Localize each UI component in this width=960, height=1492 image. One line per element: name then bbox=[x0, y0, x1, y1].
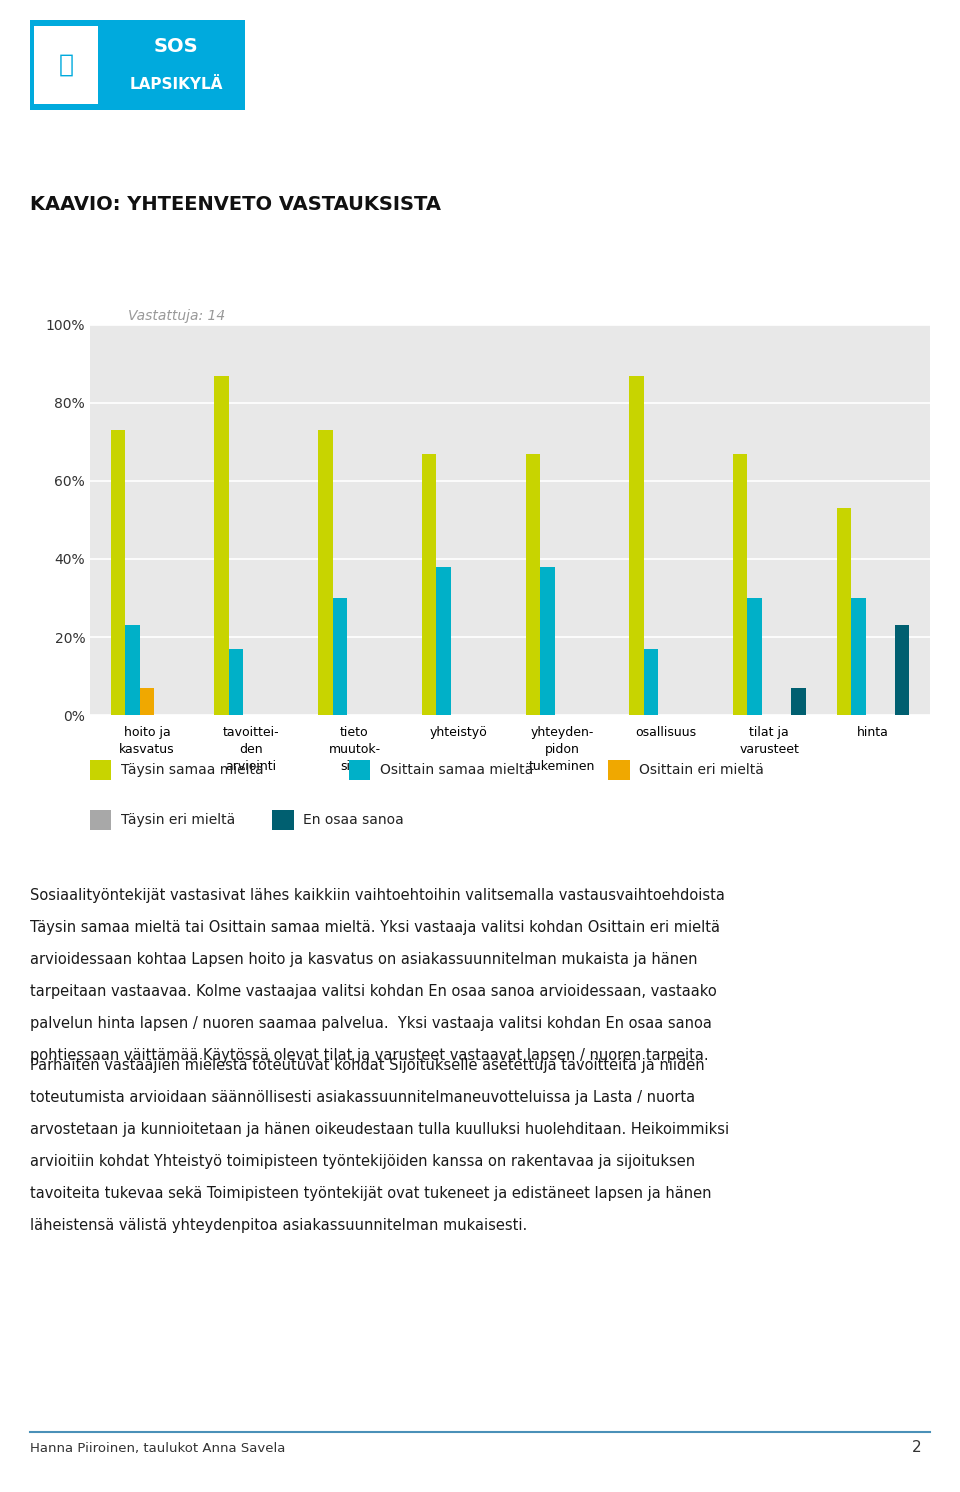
Text: toteutumista arvioidaan säännöllisesti asiakassuunnitelmaneuvotteluissa ja Lasta: toteutumista arvioidaan säännöllisesti a… bbox=[30, 1091, 695, 1106]
Text: pohtiessaan väittämää Käytössä olevat tilat ja varusteet vastaavat lapsen / nuor: pohtiessaan väittämää Käytössä olevat ti… bbox=[30, 1049, 708, 1064]
Text: arvostetaan ja kunnioitetaan ja hänen oikeudestaan tulla kuulluksi huolehditaan.: arvostetaan ja kunnioitetaan ja hänen oi… bbox=[30, 1122, 730, 1137]
Bar bbox=[333, 598, 348, 715]
Text: Osittain eri mieltä: Osittain eri mieltä bbox=[639, 762, 764, 777]
Bar bbox=[733, 454, 748, 715]
Bar bbox=[644, 649, 659, 715]
Bar bbox=[318, 430, 333, 715]
Text: LAPSIKYLÄ: LAPSIKYLÄ bbox=[130, 78, 223, 93]
Text: Osittain samaa mieltä: Osittain samaa mieltä bbox=[380, 762, 533, 777]
Bar bbox=[214, 376, 229, 715]
Bar bbox=[229, 649, 244, 715]
Bar bbox=[110, 430, 125, 715]
Text: KAAVIO: YHTEENVETO VASTAUKSISTA: KAAVIO: YHTEENVETO VASTAUKSISTA bbox=[30, 195, 441, 213]
Text: Täysin samaa mieltä: Täysin samaa mieltä bbox=[121, 762, 263, 777]
Text: tavoiteita tukevaa sekä Toimipisteen työntekijät ovat tukeneet ja edistäneet lap: tavoiteita tukevaa sekä Toimipisteen työ… bbox=[30, 1186, 711, 1201]
Text: SOS: SOS bbox=[154, 37, 199, 57]
Text: Hanna Piiroinen, taulukot Anna Savela: Hanna Piiroinen, taulukot Anna Savela bbox=[30, 1441, 285, 1455]
Text: arvioidessaan kohtaa Lapsen hoito ja kasvatus on asiakassuunnitelman mukaista ja: arvioidessaan kohtaa Lapsen hoito ja kas… bbox=[30, 952, 698, 967]
Bar bbox=[140, 688, 155, 715]
Bar bbox=[837, 509, 852, 715]
Text: arvioitiin kohdat Yhteistyö toimipisteen työntekijöiden kanssa on rakentavaa ja : arvioitiin kohdat Yhteistyö toimipisteen… bbox=[30, 1155, 695, 1170]
Text: En osaa sanoa: En osaa sanoa bbox=[303, 813, 404, 827]
Bar bbox=[895, 625, 909, 715]
Text: Vastattuja: 14: Vastattuja: 14 bbox=[129, 309, 226, 322]
Bar bbox=[125, 625, 140, 715]
Text: 2: 2 bbox=[912, 1440, 922, 1455]
Bar bbox=[629, 376, 644, 715]
Text: tarpeitaan vastaavaa. Kolme vastaajaa valitsi kohdan En osaa sanoa arvioidessaan: tarpeitaan vastaavaa. Kolme vastaajaa va… bbox=[30, 985, 717, 1000]
Text: Parhaiten vastaajien mielestä toteutuvat kohdat Sijoitukselle asetettuja tavoitt: Parhaiten vastaajien mielestä toteutuvat… bbox=[30, 1058, 705, 1073]
Bar bbox=[852, 598, 866, 715]
Bar bbox=[437, 567, 451, 715]
Bar bbox=[421, 454, 437, 715]
Bar bbox=[748, 598, 762, 715]
Text: Sosiaalityöntekijät vastasivat lähes kaikkiin vaihtoehtoihin valitsemalla vastau: Sosiaalityöntekijät vastasivat lähes kai… bbox=[30, 888, 725, 903]
Text: Täysin samaa mieltä tai Osittain samaa mieltä. Yksi vastaaja valitsi kohdan Osit: Täysin samaa mieltä tai Osittain samaa m… bbox=[30, 921, 720, 935]
Bar bbox=[525, 454, 540, 715]
Text: Täysin eri mieltä: Täysin eri mieltä bbox=[121, 813, 235, 827]
Bar bbox=[540, 567, 555, 715]
Text: 👪: 👪 bbox=[59, 54, 74, 78]
Text: palvelun hinta lapsen / nuoren saamaa palvelua.  Yksi vastaaja valitsi kohdan En: palvelun hinta lapsen / nuoren saamaa pa… bbox=[30, 1016, 712, 1031]
Text: läheistensä välistä yhteydenpitoa asiakassuunnitelman mukaisesti.: läheistensä välistä yhteydenpitoa asiaka… bbox=[30, 1219, 527, 1234]
Bar bbox=[791, 688, 805, 715]
